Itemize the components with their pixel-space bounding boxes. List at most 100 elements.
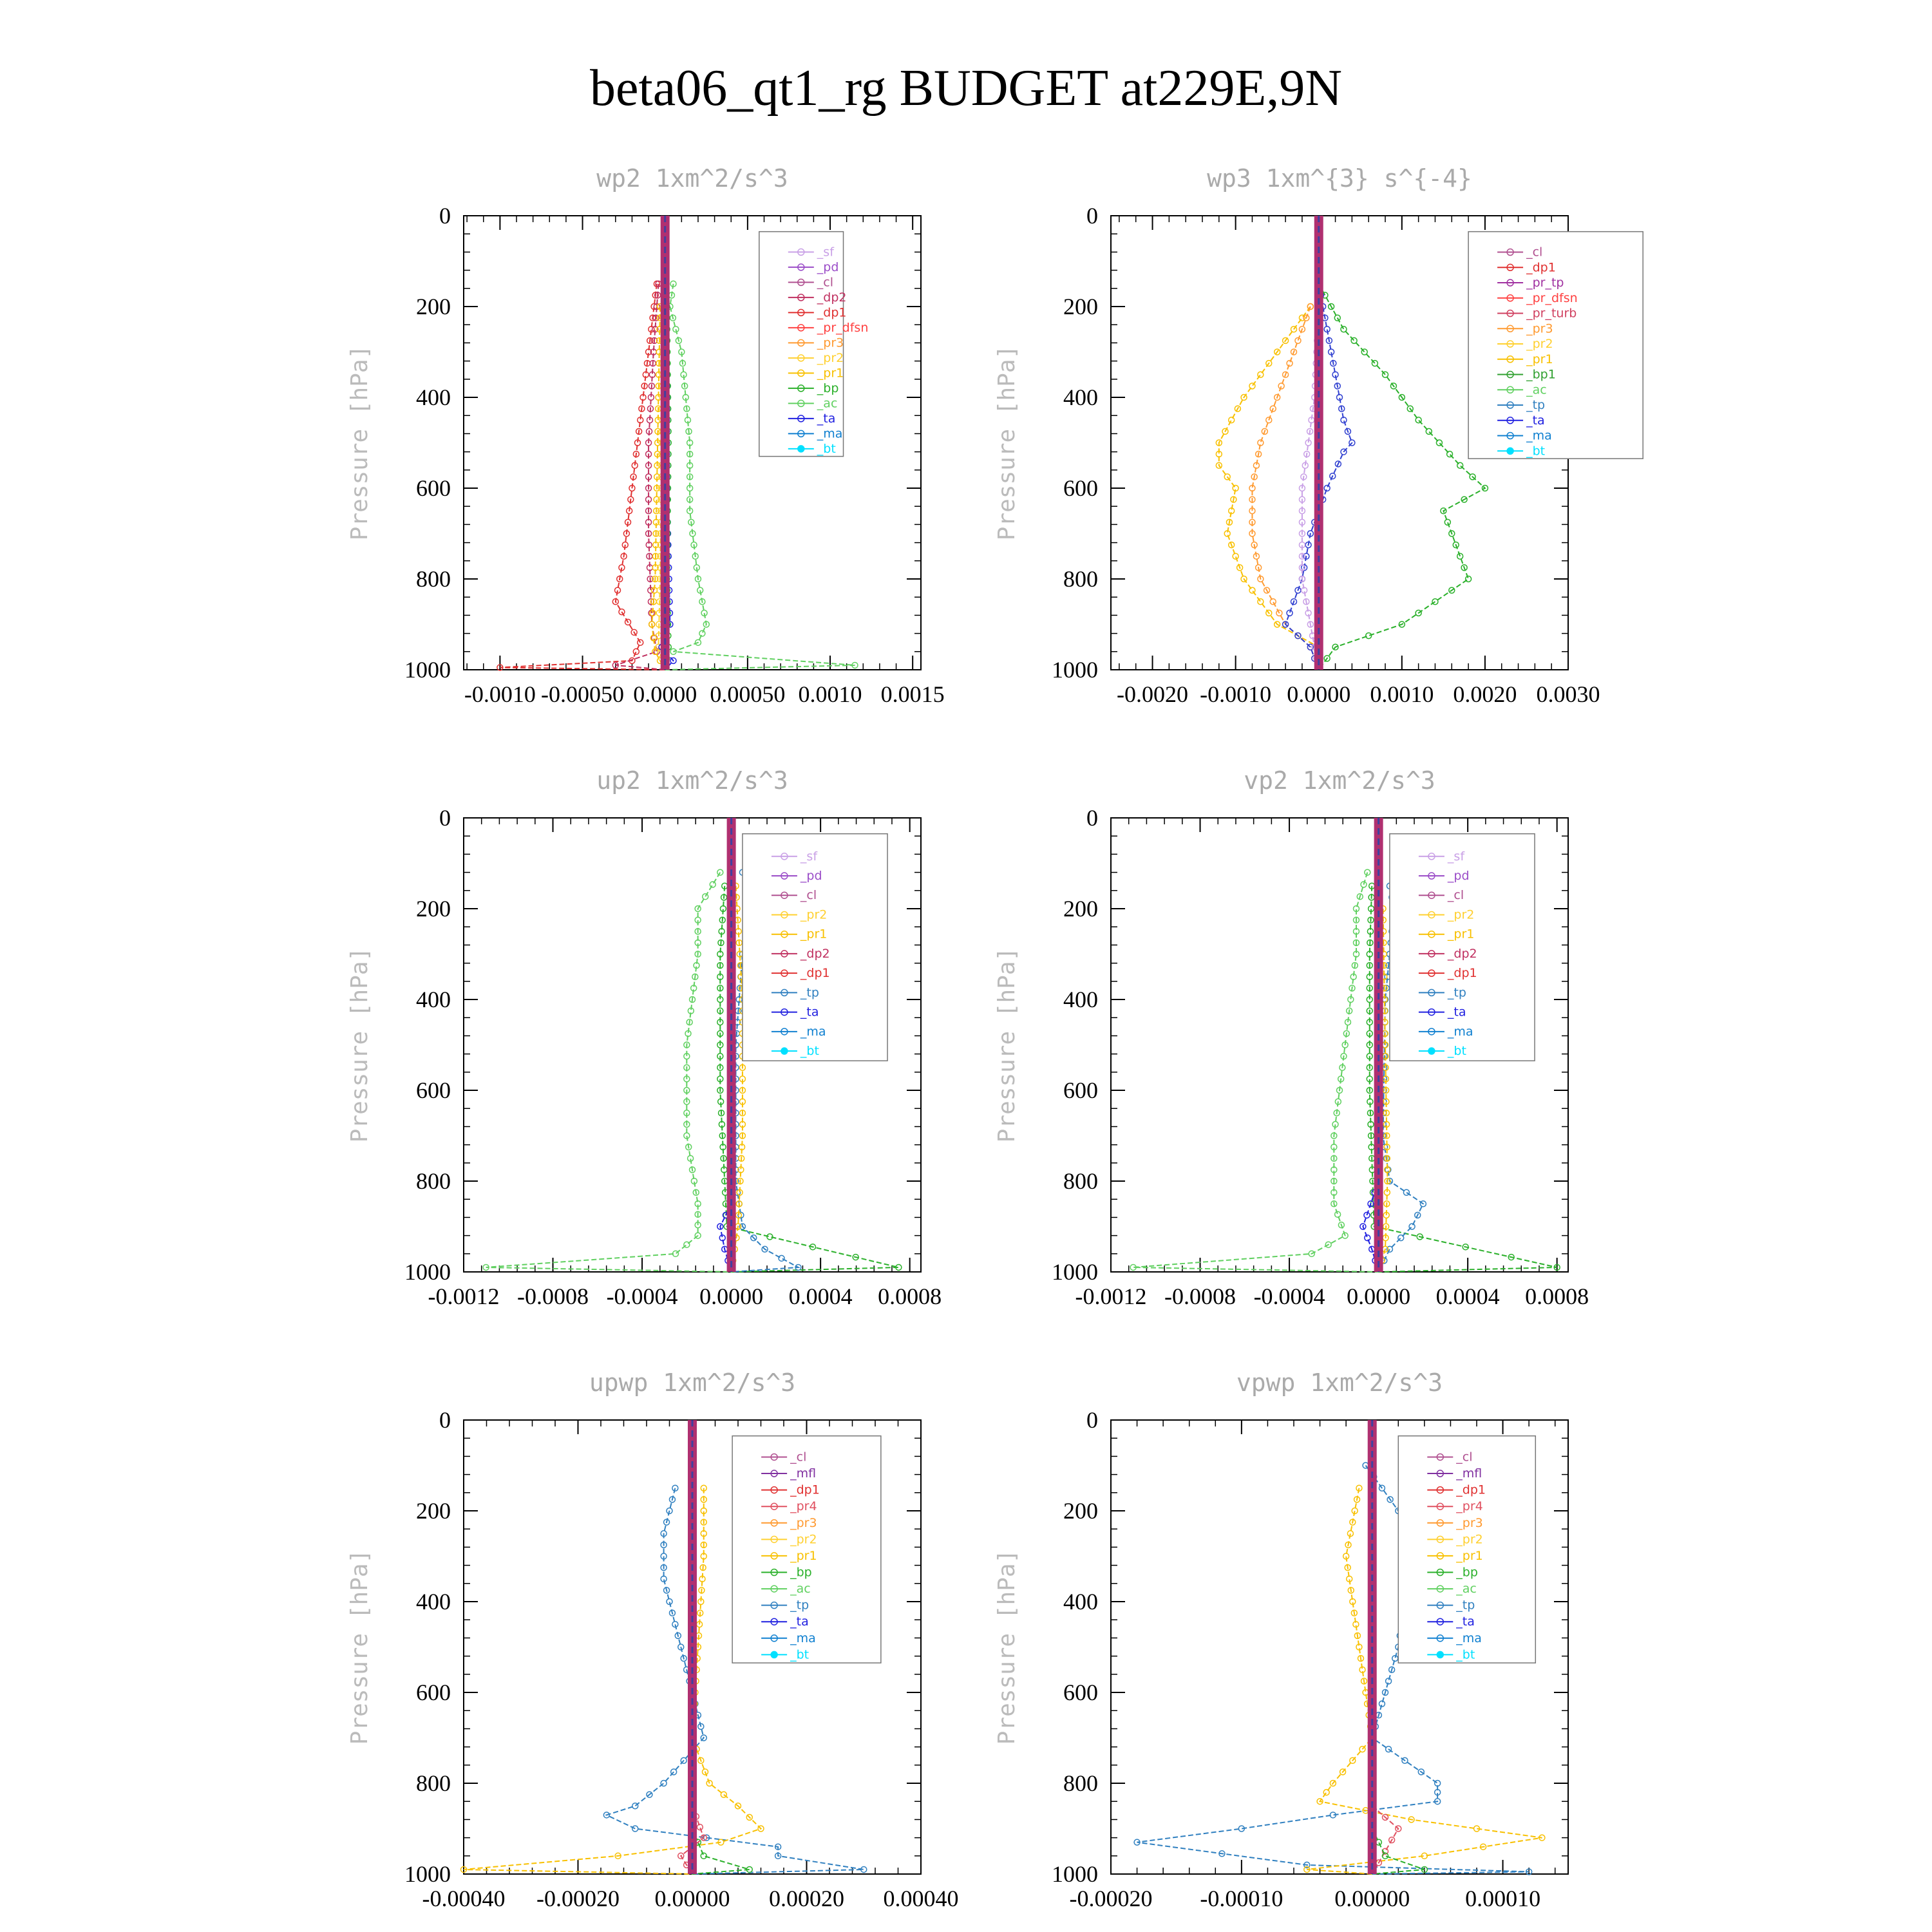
series-marker (1349, 1519, 1356, 1526)
legend-swatch-marker (781, 969, 788, 977)
series-marker (1298, 484, 1306, 492)
y-tick-label: 0 (439, 203, 451, 229)
series-marker (689, 530, 696, 537)
series-marker (683, 1121, 690, 1128)
legend-swatch-marker (1428, 989, 1435, 997)
legend-entry: _ac (1455, 1582, 1477, 1596)
series-marker (1327, 348, 1335, 355)
legend-entry: _pd (817, 260, 839, 274)
series-marker (746, 1866, 753, 1873)
series-marker (1332, 1121, 1339, 1128)
series-marker (686, 439, 694, 446)
legend-swatch-marker (1506, 279, 1514, 287)
series-marker (1367, 905, 1375, 913)
series-marker (701, 893, 709, 900)
legend-entry: _ta (1447, 1005, 1466, 1019)
series-marker (700, 1852, 707, 1860)
y-tick-label: 0 (1086, 203, 1098, 229)
series-marker (686, 507, 694, 515)
series-marker (683, 1064, 690, 1071)
legend-swatch-marker (770, 1519, 778, 1527)
series-marker (679, 359, 687, 367)
series-marker (709, 881, 716, 888)
legend-swatch-marker (1428, 911, 1435, 919)
series-marker (683, 1041, 690, 1048)
series-marker (700, 1834, 707, 1841)
series-marker (1345, 1575, 1353, 1582)
plot-frame (1110, 1419, 1569, 1875)
legend-entry: _bt (817, 442, 836, 456)
legend-entry: _sf (817, 245, 835, 259)
legend-entry: _pr4 (790, 1499, 817, 1513)
series-marker (694, 1221, 701, 1229)
legend-entry: _pr1 (1526, 352, 1553, 366)
series-marker (681, 383, 688, 390)
legend-swatch-marker (1436, 1470, 1444, 1477)
panel-title: vp2 1xm^2/s^3 (1244, 766, 1435, 795)
series-marker (1257, 439, 1264, 446)
series-marker (700, 1541, 707, 1549)
x-tick-label: -0.00020 (536, 1886, 620, 1911)
series-marker (1385, 1745, 1392, 1753)
y-tick-label: 0 (439, 805, 451, 831)
series-marker (1384, 1177, 1391, 1185)
series-marker (1323, 655, 1331, 662)
series-marker (717, 1223, 724, 1230)
legend-entry: _tp (790, 1598, 809, 1613)
panel-vp2: vp2 1xm^2/s^3 Pressure [hPa] -0.0012 -0.000… (994, 766, 1589, 1309)
series-marker (1222, 428, 1229, 435)
series-marker (682, 393, 689, 401)
series-marker (1395, 1825, 1402, 1832)
legend-swatch-marker (1506, 309, 1514, 317)
series-marker (647, 587, 654, 594)
series-marker (895, 1264, 902, 1271)
legend-swatch-marker (781, 950, 788, 958)
legend-entry: _dp1 (790, 1483, 820, 1497)
legend-entry: _bp (790, 1566, 812, 1580)
legend-entry: _pr3 (790, 1516, 817, 1530)
series-marker (1421, 1852, 1428, 1860)
series-marker (618, 564, 625, 571)
legend-swatch-marker (770, 1634, 778, 1642)
legend-swatch-marker (1506, 417, 1514, 424)
series-marker (1240, 393, 1247, 401)
series-marker (1366, 961, 1374, 969)
x-tick-label: 0.0008 (1525, 1283, 1589, 1309)
series-line-tp (605, 1488, 864, 1875)
series-marker (1398, 393, 1406, 401)
series-marker (750, 1234, 757, 1242)
series-marker (1302, 462, 1309, 469)
series-marker (1329, 1779, 1337, 1787)
x-tick-label: 0.0030 (1537, 681, 1600, 707)
series-marker (654, 462, 661, 469)
legend-swatch-marker (781, 911, 788, 919)
series-marker (1367, 1200, 1374, 1208)
series-marker (1340, 326, 1347, 333)
series-marker (660, 1541, 667, 1549)
series-marker (1461, 564, 1468, 571)
series-marker (720, 1791, 728, 1798)
x-tick-label: -0.0012 (428, 1283, 500, 1309)
series-marker (653, 507, 660, 515)
legend-entry: _pr_tp (1526, 276, 1564, 290)
series-marker (1305, 609, 1312, 617)
series-marker (1361, 348, 1368, 355)
legend-entry: _ma (790, 1631, 816, 1645)
series-marker (1356, 893, 1363, 900)
series-marker (670, 1768, 677, 1776)
series-marker (746, 1814, 753, 1821)
y-tick-label: 600 (1063, 1077, 1098, 1103)
series-marker (1473, 1825, 1481, 1832)
series-marker (645, 428, 653, 435)
legend-swatch-marker (1506, 355, 1514, 363)
series-marker (672, 1621, 679, 1628)
y-tick-label: 400 (416, 1589, 451, 1615)
series-marker (683, 1075, 690, 1083)
series-marker (1278, 383, 1285, 390)
series-marker (629, 484, 636, 492)
legend-entry: _pr2 (817, 351, 844, 365)
legend-entry: _ma (800, 1025, 826, 1039)
series-marker (690, 541, 697, 549)
series-marker (1406, 405, 1414, 412)
series-marker (1366, 1041, 1374, 1048)
